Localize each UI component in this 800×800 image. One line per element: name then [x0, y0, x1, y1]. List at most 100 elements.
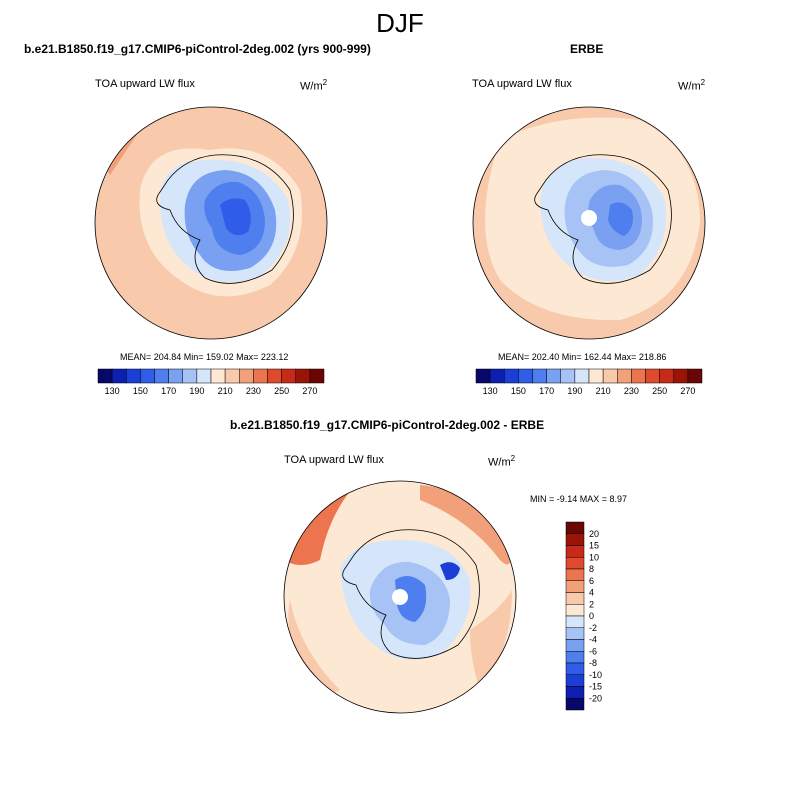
panel-1-title: b.e21.B1850.f19_g17.CMIP6-piControl-2deg…	[24, 42, 371, 56]
panel-3-units-base: W/m	[488, 456, 511, 469]
colorbar-1-swatch	[182, 368, 198, 384]
colorbar-3-swatch	[565, 592, 585, 605]
colorbar-1-swatch	[97, 368, 113, 384]
colorbar-2-tick-label: 150	[511, 386, 526, 396]
colorbar-1-swatch	[196, 368, 212, 384]
panel-3-units-exp: 2	[510, 454, 516, 463]
colorbar-2-swatch	[532, 368, 547, 384]
colorbar-1-swatch	[295, 368, 311, 384]
map-1-coastline	[156, 154, 294, 284]
colorbar-2-tick-label: 230	[624, 386, 639, 396]
panel-1-units-base: W/m	[300, 80, 323, 93]
map-3-coastline	[342, 529, 480, 659]
panel-3-variable: TOA upward LW flux	[284, 454, 384, 466]
colorbar-3-tick-label: 6	[589, 576, 594, 586]
colorbar-3-swatch	[565, 674, 585, 687]
colorbar-2-swatch	[574, 368, 590, 384]
colorbar-3-tick-label: -15	[589, 682, 602, 692]
colorbar-2-swatch	[645, 368, 660, 384]
map-3-warm-nw	[284, 481, 360, 565]
season-title: DJF	[376, 8, 424, 38]
colorbar-1-tick-label: 270	[302, 386, 317, 396]
map-1-border	[94, 106, 328, 340]
colorbar-2-swatch	[673, 368, 689, 384]
colorbar-1-swatch	[253, 368, 268, 384]
colorbar-2-swatch	[602, 368, 618, 384]
colorbar-1-tick-label: 250	[274, 386, 289, 396]
colorbar-1-swatch	[281, 368, 296, 384]
colorbar-1-tick-label: 150	[133, 386, 148, 396]
colorbar-3-swatch	[565, 533, 585, 546]
colorbar-2-swatch	[617, 368, 632, 384]
colorbar-1: 130 150 170 190 210 230 250 270	[97, 368, 325, 396]
map-3-missing-pole	[392, 589, 408, 605]
map-3-border	[283, 480, 517, 714]
panel-3-stats: MIN = -9.14 MAX = 8.97	[530, 494, 628, 504]
colorbar-3-tick-label: -20	[589, 693, 602, 703]
colorbar-2-swatch	[518, 368, 533, 384]
colorbar-1-swatch	[140, 368, 155, 384]
colorbar-3-swatch	[565, 627, 585, 640]
colorbar-3-swatch	[565, 521, 585, 534]
colorbar-2-tick-label: 190	[567, 386, 582, 396]
panel-1-variable: TOA upward LW flux	[95, 78, 195, 90]
colorbar-3-tick-label: -8	[589, 658, 597, 668]
colorbar-3-swatch	[565, 615, 585, 628]
panel-1-units: W/m2	[300, 78, 327, 93]
map-2-coastline	[534, 154, 672, 284]
colorbar-3-swatch	[565, 568, 585, 581]
panel-2-stats: MEAN= 202.40 Min= 162.44 Max= 218.86	[498, 352, 667, 362]
map-2-border	[472, 106, 706, 340]
map-1-coldest	[220, 198, 251, 236]
colorbar-1-tick-label: 190	[189, 386, 204, 396]
panel-3-units: W/m2	[488, 454, 515, 469]
panel-3-title: b.e21.B1850.f19_g17.CMIP6-piControl-2deg…	[230, 418, 545, 432]
colorbar-1-swatch	[168, 368, 183, 384]
panel-2-variable: TOA upward LW flux	[472, 78, 572, 90]
colorbar-2-swatch	[631, 368, 646, 384]
colorbar-2-tick-label: 130	[483, 386, 498, 396]
panel-1-units-exp: 2	[322, 78, 328, 87]
colorbar-1-swatch	[267, 368, 282, 384]
colorbar-1-swatch	[111, 368, 127, 384]
colorbar-2-tick-label: 210	[596, 386, 611, 396]
colorbar-2-swatch	[588, 368, 604, 384]
map-3-warm-se	[470, 590, 512, 690]
colorbar-3-swatch	[565, 639, 585, 652]
map-3-cool-core	[395, 576, 427, 622]
colorbar-1-swatch	[126, 368, 141, 384]
colorbar-2-swatch	[659, 368, 674, 384]
colorbar-3-swatch	[565, 651, 585, 664]
colorbar-2-tick-label: 270	[680, 386, 695, 396]
colorbar-3-tick-label: -6	[589, 646, 597, 656]
colorbar-1-swatch	[154, 368, 169, 384]
colorbar-2-swatch	[546, 368, 561, 384]
map-2-coldest	[608, 202, 633, 236]
colorbar-1-tick-label: 170	[161, 386, 176, 396]
colorbar-1-swatch	[224, 368, 240, 384]
colorbar-1-swatch	[239, 368, 254, 384]
panel-2-units: W/m2	[678, 78, 705, 93]
panel-1-stats: MEAN= 204.84 Min= 159.02 Max= 223.12	[120, 352, 289, 362]
colorbar-3-swatch	[565, 662, 585, 675]
colorbar-2-tick-label: 170	[539, 386, 554, 396]
colorbar-1-swatch	[309, 368, 325, 384]
map-2	[472, 106, 706, 340]
colorbar-3-tick-label: 8	[589, 564, 594, 574]
colorbar-3-swatch	[565, 545, 585, 558]
panel-2-title: ERBE	[570, 42, 604, 56]
colorbar-1-tick-label: 210	[218, 386, 233, 396]
colorbar-3-tick-label: 2	[589, 599, 594, 609]
colorbar-3-swatch	[565, 557, 585, 570]
panel-2-units-base: W/m	[678, 80, 701, 93]
colorbar-3-swatch	[565, 604, 585, 617]
colorbar-2-swatch	[504, 368, 519, 384]
map-3-warm-ne	[420, 485, 512, 565]
colorbar-1-tick-label: 130	[105, 386, 120, 396]
colorbar-2-swatch	[560, 368, 576, 384]
colorbar-2-swatch	[687, 368, 703, 384]
map-1-warm-patch	[95, 107, 185, 175]
colorbar-1-swatch	[210, 368, 226, 384]
